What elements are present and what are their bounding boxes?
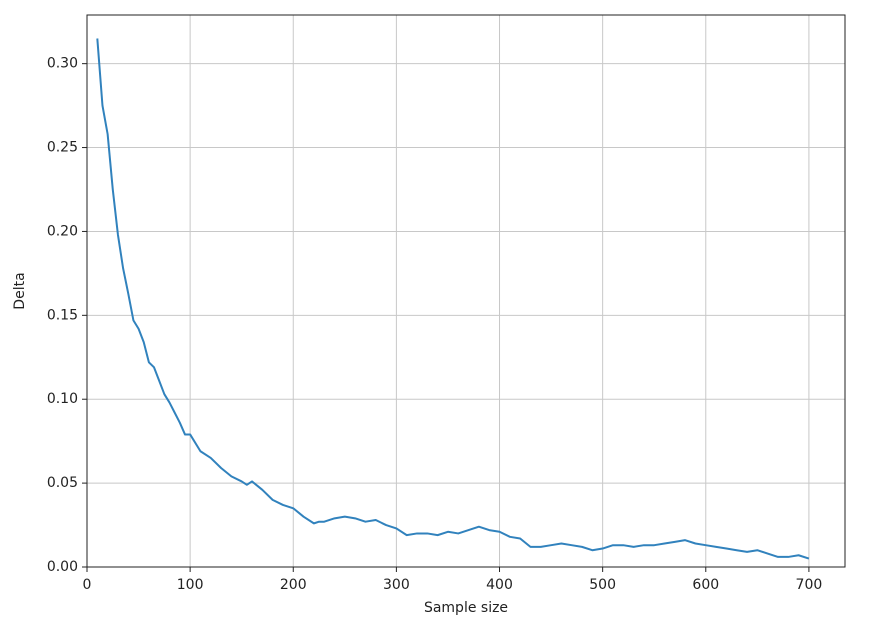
plot-frame [86,14,846,568]
x-tick-label: 200 [280,577,307,593]
y-tick-label: 0.05 [47,475,78,491]
x-tick-label: 600 [692,577,719,593]
y-axis-label: Delta [12,272,28,309]
y-tick-label: 0.25 [47,140,78,156]
data-line [96,38,810,560]
y-tick-label: 0.00 [47,559,78,575]
y-tick-label: 0.10 [47,391,78,407]
x-tick-label: 400 [486,577,513,593]
y-tick-label: 0.30 [47,56,78,72]
x-tick-label: 700 [796,577,823,593]
x-tick-label: 100 [177,577,204,593]
x-axis-label: Sample size [424,600,508,616]
x-tick-label: 500 [589,577,616,593]
y-tick-label: 0.15 [47,307,78,323]
x-tick-label: 0 [83,577,92,593]
x-tick-label: 300 [383,577,410,593]
y-tick-label: 0.20 [47,223,78,239]
